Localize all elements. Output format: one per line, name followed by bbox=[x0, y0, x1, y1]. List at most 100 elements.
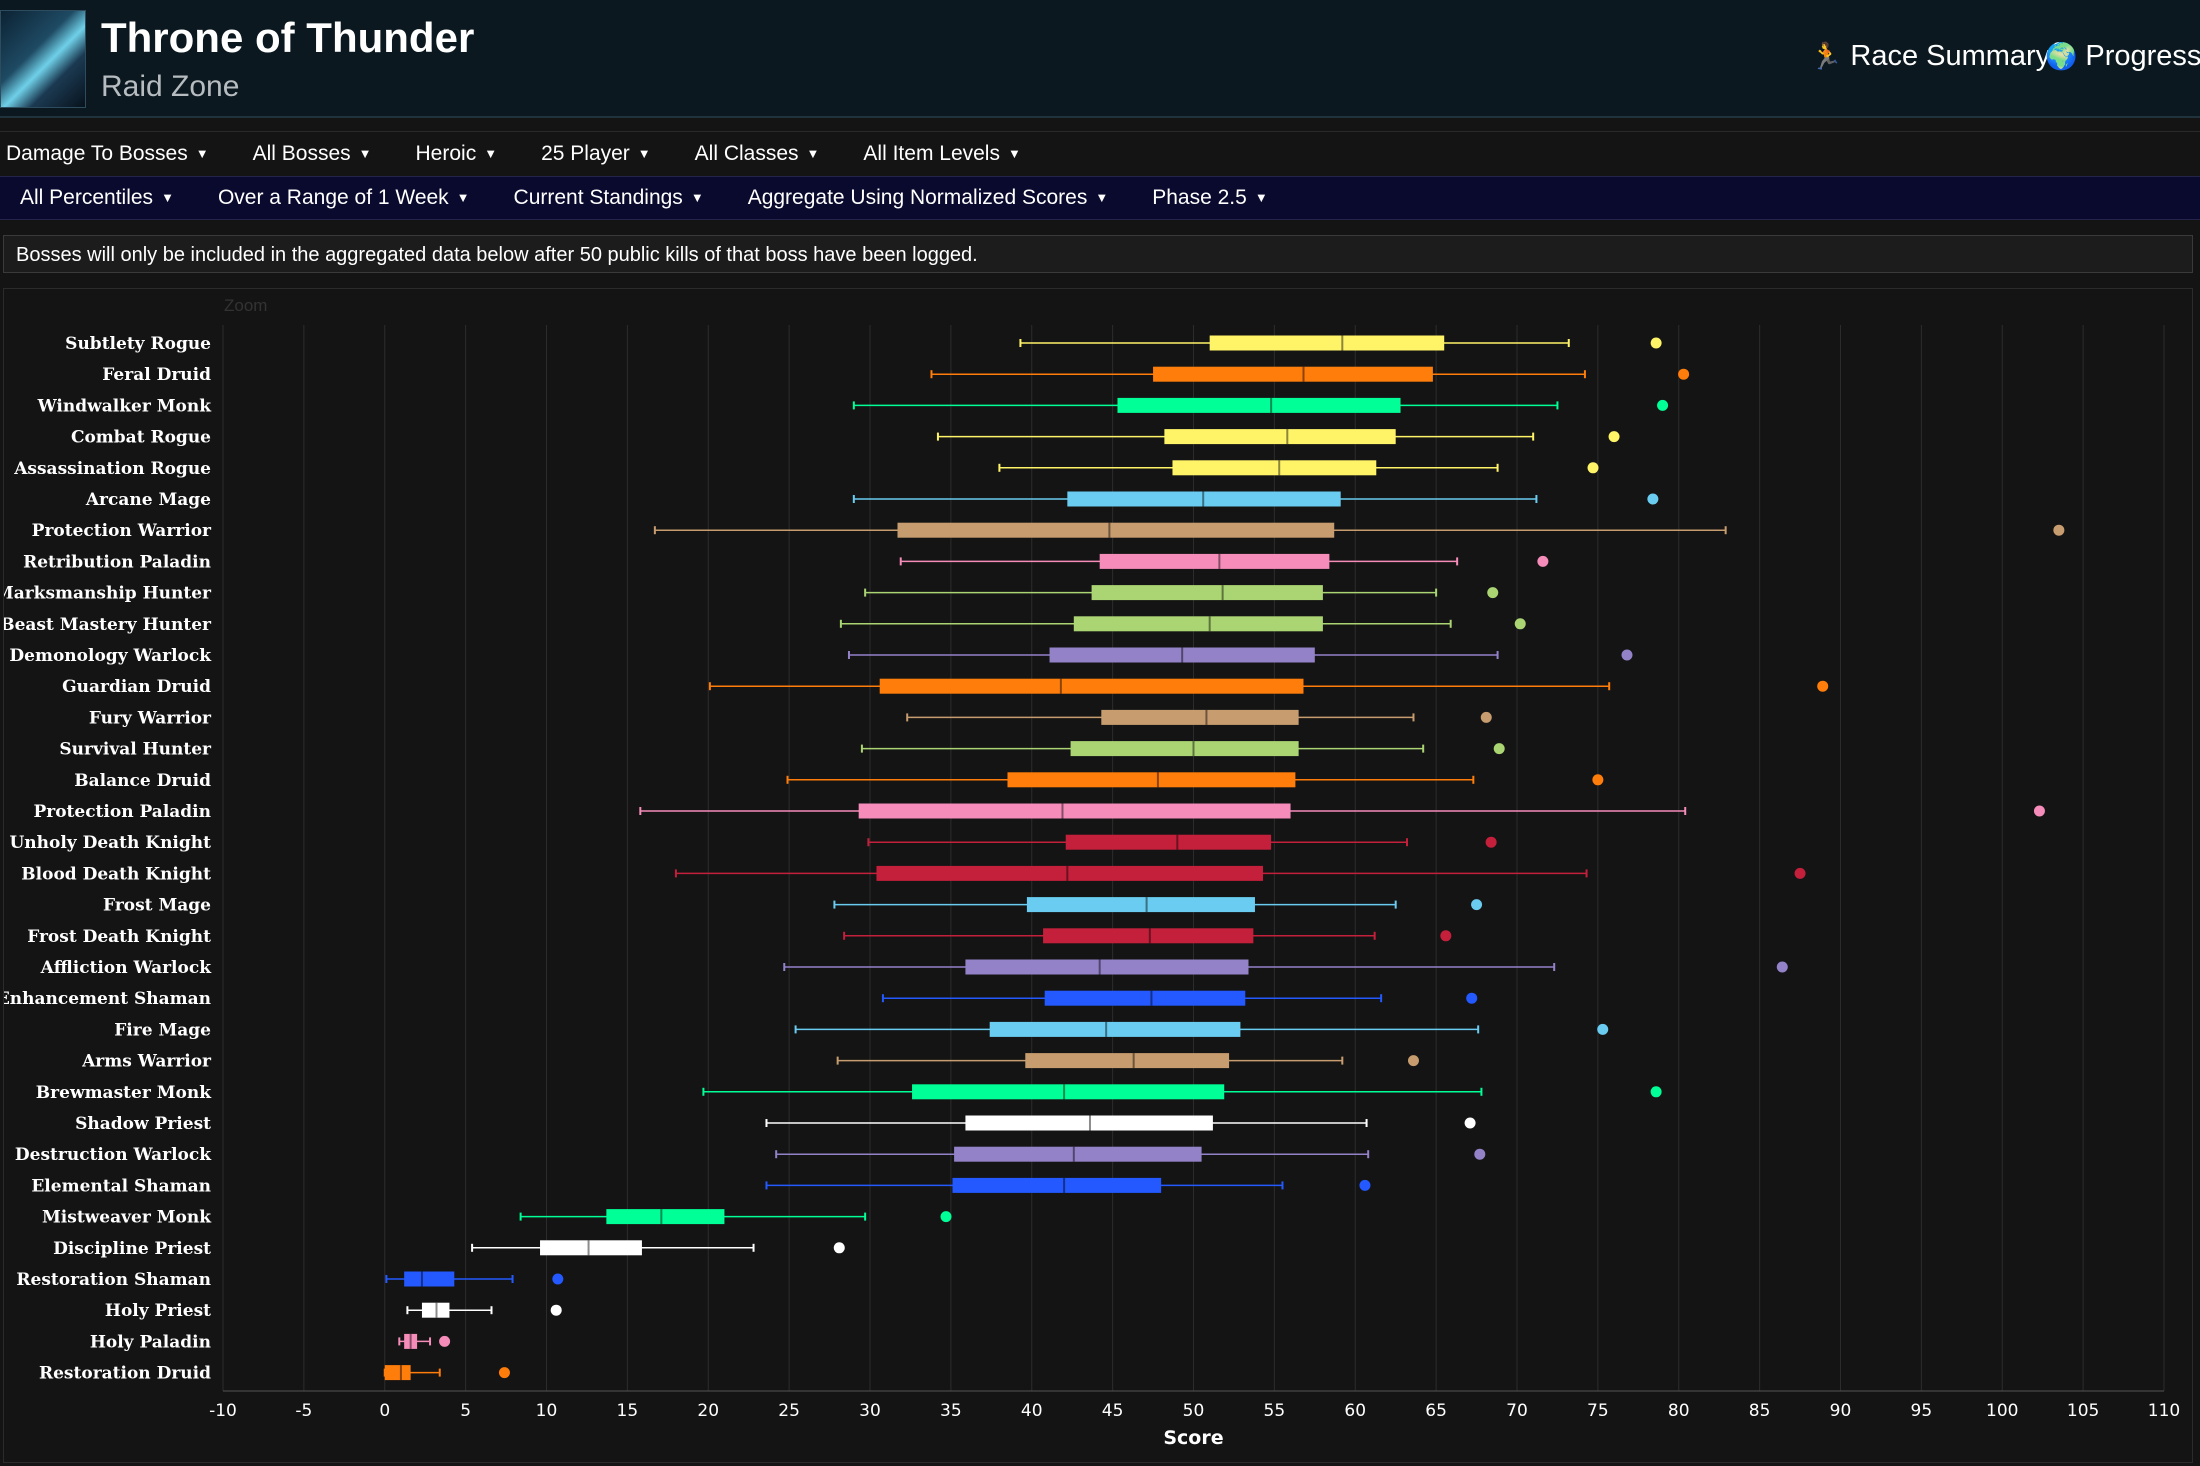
page-title: Throne of Thunder bbox=[101, 14, 475, 61]
category-label: Combat Rogue bbox=[71, 428, 211, 448]
box bbox=[1164, 429, 1396, 445]
time-range-dropdown[interactable]: Over a Range of 1 Week ▼ bbox=[217, 186, 470, 209]
caret-down-icon: ▼ bbox=[161, 190, 174, 205]
caret-down-icon: ▼ bbox=[690, 190, 704, 205]
standings-dropdown[interactable]: Current Standings ▼ bbox=[513, 186, 704, 209]
box bbox=[1065, 834, 1272, 850]
aggregate-dropdown[interactable]: Aggregate Using Normalized Scores ▼ bbox=[747, 186, 1109, 209]
filter-bar-secondary: All Percentiles ▼ Over a Range of 1 Week ▼… bbox=[0, 176, 2200, 220]
x-tick-label: 70 bbox=[1506, 1401, 1528, 1421]
x-tick-label: 25 bbox=[778, 1401, 800, 1421]
box bbox=[1044, 990, 1246, 1006]
box bbox=[1172, 460, 1377, 476]
box bbox=[1067, 491, 1341, 507]
outlier-point bbox=[1621, 649, 1633, 661]
x-tick-label: -10 bbox=[209, 1401, 237, 1421]
outlier-point bbox=[1480, 711, 1492, 723]
box bbox=[540, 1240, 642, 1256]
category-label: Holy Priest bbox=[105, 1301, 211, 1321]
category-label: Restoration Druid bbox=[39, 1364, 211, 1384]
outlier-point bbox=[1776, 961, 1788, 973]
box bbox=[952, 1177, 1162, 1193]
x-tick-label: 100 bbox=[1986, 1401, 2018, 1421]
category-label: Guardian Druid bbox=[62, 677, 211, 697]
runner-icon: 🏃 bbox=[1810, 41, 1843, 71]
box bbox=[897, 522, 1335, 538]
category-label: Protection Paladin bbox=[33, 802, 211, 822]
outlier-point bbox=[1487, 587, 1499, 599]
outlier-point bbox=[439, 1335, 451, 1347]
box bbox=[965, 959, 1249, 975]
x-tick-label: 5 bbox=[460, 1401, 471, 1421]
box bbox=[606, 1209, 725, 1225]
x-tick-label: 65 bbox=[1425, 1401, 1447, 1421]
box bbox=[1049, 647, 1315, 663]
outlier-point bbox=[550, 1304, 562, 1316]
x-axis-label: Score bbox=[1163, 1427, 1223, 1449]
category-label: Feral Druid bbox=[102, 365, 211, 385]
zoom-label: Zoom bbox=[224, 296, 267, 315]
globe-icon: 🌍 bbox=[2045, 41, 2078, 71]
category-label: Windwalker Monk bbox=[37, 396, 213, 416]
category-label: Marksmanship Hunter bbox=[4, 584, 212, 604]
percentile-dropdown[interactable]: All Percentiles ▼ bbox=[20, 186, 174, 209]
outlier-point bbox=[1474, 1148, 1486, 1160]
category-label: Assassination Rogue bbox=[13, 459, 211, 479]
metric-dropdown[interactable]: Damage To Bosses ▼ bbox=[6, 141, 209, 165]
size-dropdown[interactable]: 25 Player ▼ bbox=[541, 141, 651, 165]
outlier-point bbox=[1817, 680, 1829, 692]
x-tick-label: -5 bbox=[295, 1401, 312, 1421]
category-label: Mistweaver Monk bbox=[42, 1208, 212, 1228]
category-label: Protection Warrior bbox=[32, 521, 212, 541]
box bbox=[404, 1333, 418, 1349]
progress-link[interactable]: 🌍 Progress bbox=[2045, 40, 2200, 73]
caret-down-icon: ▼ bbox=[1007, 145, 1021, 161]
category-label: Fire Mage bbox=[114, 1020, 211, 1040]
caret-down-icon: ▼ bbox=[1254, 190, 1268, 205]
outlier-point bbox=[1466, 992, 1478, 1004]
x-tick-label: 55 bbox=[1264, 1401, 1286, 1421]
category-label: Fury Warrior bbox=[89, 708, 212, 728]
outlier-point bbox=[1485, 836, 1497, 848]
box bbox=[989, 1021, 1241, 1037]
outlier-point bbox=[1464, 1117, 1476, 1129]
caret-down-icon: ▼ bbox=[1095, 190, 1109, 205]
x-tick-label: 10 bbox=[536, 1401, 558, 1421]
x-tick-label: 15 bbox=[617, 1401, 639, 1421]
difficulty-dropdown[interactable]: Heroic ▼ bbox=[415, 141, 498, 165]
box bbox=[1070, 741, 1299, 757]
outlier-point bbox=[1440, 930, 1452, 942]
progress-label: Progress bbox=[2085, 40, 2200, 72]
boss-dropdown[interactable]: All Bosses ▼ bbox=[252, 141, 372, 165]
outlier-point bbox=[1650, 337, 1662, 349]
box bbox=[1091, 585, 1323, 601]
outlier-point bbox=[2053, 524, 2065, 536]
category-label: Elemental Shaman bbox=[31, 1176, 211, 1196]
item-level-dropdown[interactable]: All Item Levels ▼ bbox=[863, 141, 1021, 165]
x-tick-label: 35 bbox=[940, 1401, 962, 1421]
race-summary-label: Race Summary bbox=[1850, 40, 2051, 72]
class-dropdown[interactable]: All Classes ▼ bbox=[694, 141, 820, 165]
category-label: Blood Death Knight bbox=[21, 864, 211, 884]
zone-header: Throne of Thunder Raid Zone 🏃 Race Summa… bbox=[0, 0, 2200, 118]
phase-dropdown[interactable]: Phase 2.5 ▼ bbox=[1152, 186, 1268, 209]
filter-bar-primary: Damage To Bosses ▼ All Bosses ▼ Heroic ▼ 25… bbox=[0, 131, 2200, 175]
box bbox=[1007, 772, 1296, 788]
boxplot-chart: Zoom -10 -5 0 5 10 15 20 25 30 35 40 45 50 55 60 65 70 75 8… bbox=[4, 296, 2180, 1449]
x-tick-label: 85 bbox=[1749, 1401, 1771, 1421]
box bbox=[1043, 928, 1254, 944]
outlier-point bbox=[1597, 1023, 1609, 1035]
box bbox=[421, 1302, 450, 1318]
category-label: Holy Paladin bbox=[90, 1332, 211, 1352]
category-label: Discipline Priest bbox=[53, 1239, 211, 1259]
page-subtitle: Raid Zone bbox=[101, 70, 240, 103]
caret-down-icon: ▼ bbox=[484, 145, 498, 161]
box bbox=[954, 1146, 1202, 1162]
caret-down-icon: ▼ bbox=[358, 145, 372, 161]
x-tick-label: 0 bbox=[379, 1401, 390, 1421]
notice-banner: Bosses will only be included in the aggr… bbox=[3, 235, 2193, 273]
category-label: Frost Death Knight bbox=[27, 927, 211, 947]
race-summary-link[interactable]: 🏃 Race Summary bbox=[1810, 40, 2050, 73]
box bbox=[1026, 897, 1255, 913]
category-label: Retribution Paladin bbox=[23, 552, 211, 572]
